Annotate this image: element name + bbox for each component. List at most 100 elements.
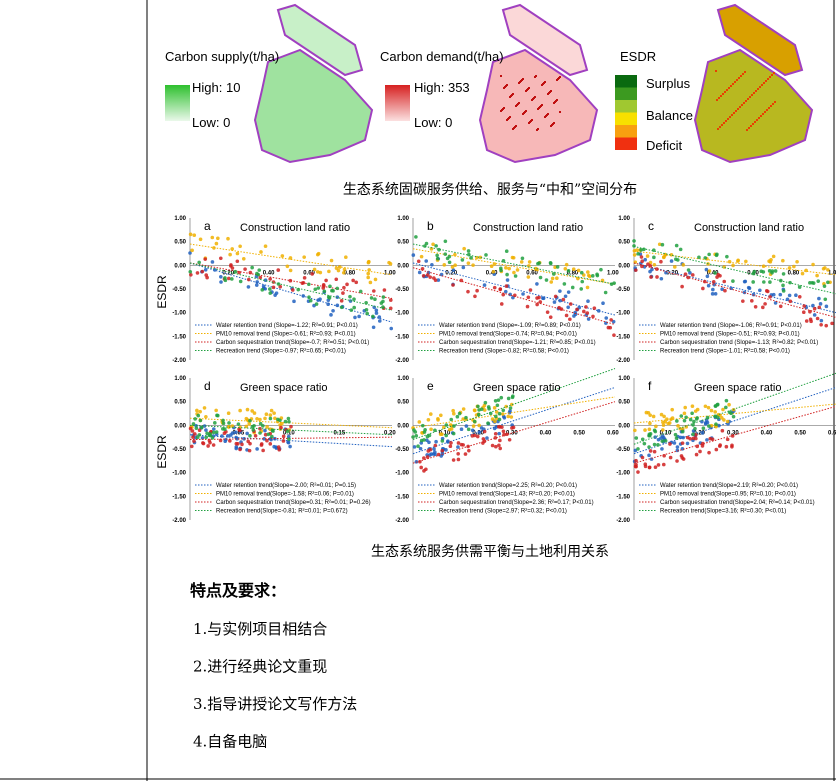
scatter-dot	[490, 417, 495, 421]
scatter-dot	[773, 269, 778, 273]
scatter-dot	[694, 433, 698, 437]
scatter-dot	[515, 268, 520, 272]
scatter-dot	[686, 275, 691, 280]
scatter-dot	[724, 398, 729, 403]
scatter-dot	[657, 242, 662, 247]
trend-label: Recreation trend (Slope=2.97; R²=0.32; P…	[439, 509, 567, 515]
scatter-dot	[278, 284, 283, 289]
scatter-dot	[270, 434, 274, 439]
scatter-dot	[711, 280, 716, 284]
scatter-dot	[379, 301, 384, 305]
scatter-dot	[202, 424, 207, 428]
scatter-dot	[214, 408, 218, 413]
x-tick-label: 0.30	[506, 430, 518, 436]
scatter-dot	[768, 295, 772, 299]
scatter-dot	[228, 252, 232, 257]
x-tick-label: 0.20	[222, 270, 234, 276]
x-tick-label: 0.20	[693, 430, 705, 436]
scatter-dot	[339, 305, 344, 310]
scatter-dot	[194, 426, 199, 431]
trend-line	[189, 434, 393, 448]
map-texture	[509, 96, 511, 98]
scatter-dot	[604, 316, 609, 320]
scatter-dot	[258, 417, 262, 422]
scatter-dot	[459, 427, 464, 432]
scatter-dot	[440, 448, 445, 453]
map-texture	[772, 103, 774, 105]
scatter-dot	[643, 428, 647, 432]
scatter-dot	[357, 314, 361, 319]
scatter-dot	[701, 441, 705, 446]
scatter-dot	[792, 264, 796, 269]
x-tick-label: 1.00	[607, 270, 619, 276]
scatter-dot	[444, 448, 448, 452]
scatter-dot	[481, 437, 486, 441]
map-texture	[722, 93, 724, 95]
scatter-dot	[382, 288, 387, 292]
scatter-dot	[281, 439, 286, 443]
scatter-dot	[418, 446, 423, 451]
map-region	[253, 48, 374, 164]
scatter-dot	[466, 289, 470, 294]
x-tick-label: 0.30	[727, 430, 739, 436]
scatter-dot	[190, 429, 195, 433]
esdr-title: ESDR	[620, 49, 656, 64]
trend-line	[189, 243, 393, 276]
scatter-dot	[354, 280, 359, 285]
x-tick-label: 0.80	[344, 270, 356, 276]
scatter-dot	[307, 295, 311, 300]
scatter-dot	[214, 430, 219, 434]
scatter-dot	[564, 262, 569, 267]
scatter-dot	[804, 319, 809, 323]
scatter-dot	[590, 274, 595, 278]
map-texture	[742, 73, 744, 75]
scatter-dot	[288, 444, 292, 449]
scatter-dot	[251, 428, 256, 432]
scatter-dot	[452, 411, 456, 416]
scatter-dot	[494, 410, 499, 414]
scatter-dot	[233, 269, 238, 274]
scatter-dot	[526, 295, 531, 300]
scatter-dot	[287, 437, 291, 441]
scatter-dot	[661, 436, 666, 440]
scatter-dot	[562, 282, 567, 286]
map-texture	[759, 86, 761, 88]
scatter-dot	[456, 441, 461, 445]
y-tick-label: -1.00	[395, 471, 409, 477]
scatter-dot	[725, 437, 730, 442]
scatter-dot	[680, 429, 685, 434]
scatter-dot	[289, 424, 293, 429]
scatter-dot	[263, 432, 268, 437]
map-texture	[738, 77, 740, 79]
scatter-dot	[725, 419, 730, 424]
scatter-dot	[535, 282, 539, 286]
scatter-dot	[591, 314, 595, 319]
scatter-dot	[447, 260, 452, 265]
scatter-dot	[500, 425, 504, 429]
scatter-dot	[315, 252, 320, 257]
y-tick-label: -0.50	[616, 447, 630, 453]
map-label: Carbon supply(t/ha)	[165, 49, 279, 64]
scatter-dot	[647, 433, 652, 438]
scatter-dot	[722, 279, 727, 284]
scatter-dot	[490, 443, 495, 448]
scatter-dot	[426, 418, 431, 422]
y-tick-label: -1.00	[616, 311, 630, 317]
scatter-dot	[439, 272, 444, 277]
scatter-dot	[722, 418, 726, 422]
scatter-dot	[705, 274, 710, 279]
scatter-dot	[652, 255, 656, 260]
y-tick-label: -2.00	[395, 358, 409, 364]
scatter-dot	[493, 398, 498, 403]
scatter-dot	[205, 275, 209, 280]
map-texture	[746, 129, 748, 131]
scatter-dot	[493, 414, 498, 419]
scatter-dot	[453, 263, 457, 268]
scatter-dot	[440, 439, 445, 443]
scatter-dot	[691, 432, 695, 437]
scatter-dot	[675, 419, 679, 423]
scatter-dot	[660, 447, 664, 451]
scatter-dot	[283, 419, 288, 424]
scatter-dot	[261, 284, 266, 289]
map-island	[501, 3, 589, 77]
